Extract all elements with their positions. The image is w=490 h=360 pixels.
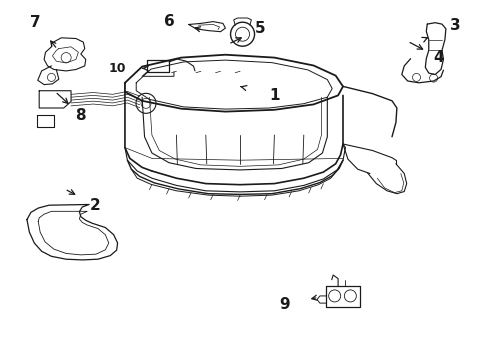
Text: 7: 7 [30, 15, 41, 30]
Text: 3: 3 [450, 18, 461, 33]
Text: 10: 10 [109, 62, 126, 75]
Text: 5: 5 [254, 21, 265, 36]
Text: 4: 4 [433, 50, 444, 65]
Text: 6: 6 [164, 14, 174, 29]
Text: 2: 2 [90, 198, 101, 213]
Text: 9: 9 [279, 297, 290, 312]
Text: 8: 8 [75, 108, 86, 123]
Text: 1: 1 [269, 88, 280, 103]
